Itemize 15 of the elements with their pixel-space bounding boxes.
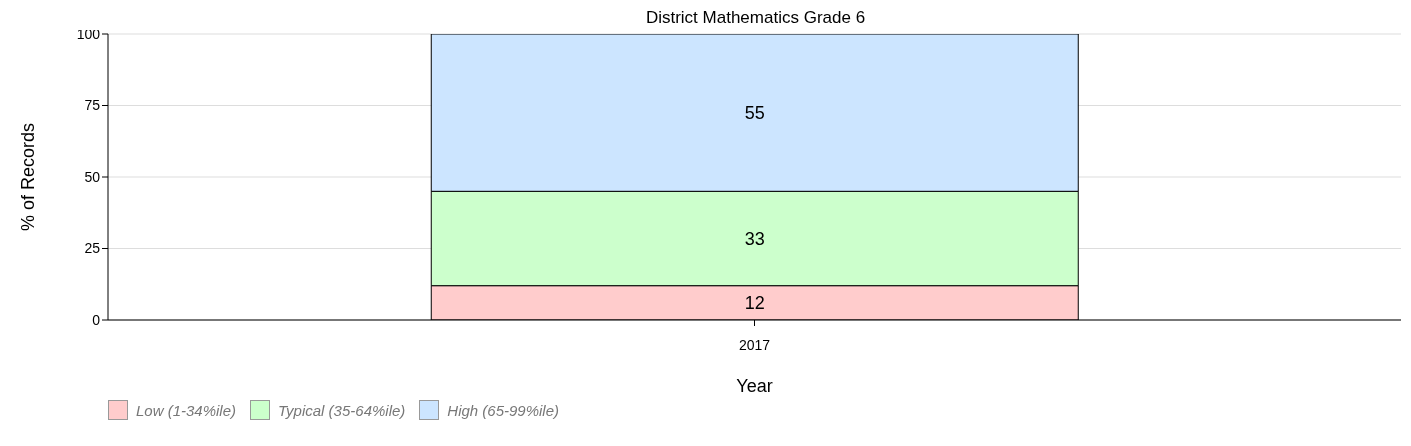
x-tick-label: 2017 xyxy=(738,336,771,353)
y-axis-title: % of Records xyxy=(18,122,39,232)
data-label: 33 xyxy=(744,228,765,249)
x-axis-title: Year xyxy=(736,376,773,396)
legend-label: Typical (35-64%ile) xyxy=(278,401,406,419)
data-label: 12 xyxy=(744,293,765,314)
y-tick-label: 100 xyxy=(76,25,101,42)
y-tick-label: 0 xyxy=(92,311,101,328)
y-tick-label: 25 xyxy=(84,240,101,257)
legend-label: High (65-99%ile) xyxy=(447,401,560,419)
y-tick-label: 75 xyxy=(84,97,101,114)
chart-title: District Mathematics Grade 6 xyxy=(644,8,867,29)
legend-label: Low (1-34%ile) xyxy=(136,401,237,419)
data-label: 55 xyxy=(744,103,765,124)
y-tick-label: 50 xyxy=(84,168,101,185)
